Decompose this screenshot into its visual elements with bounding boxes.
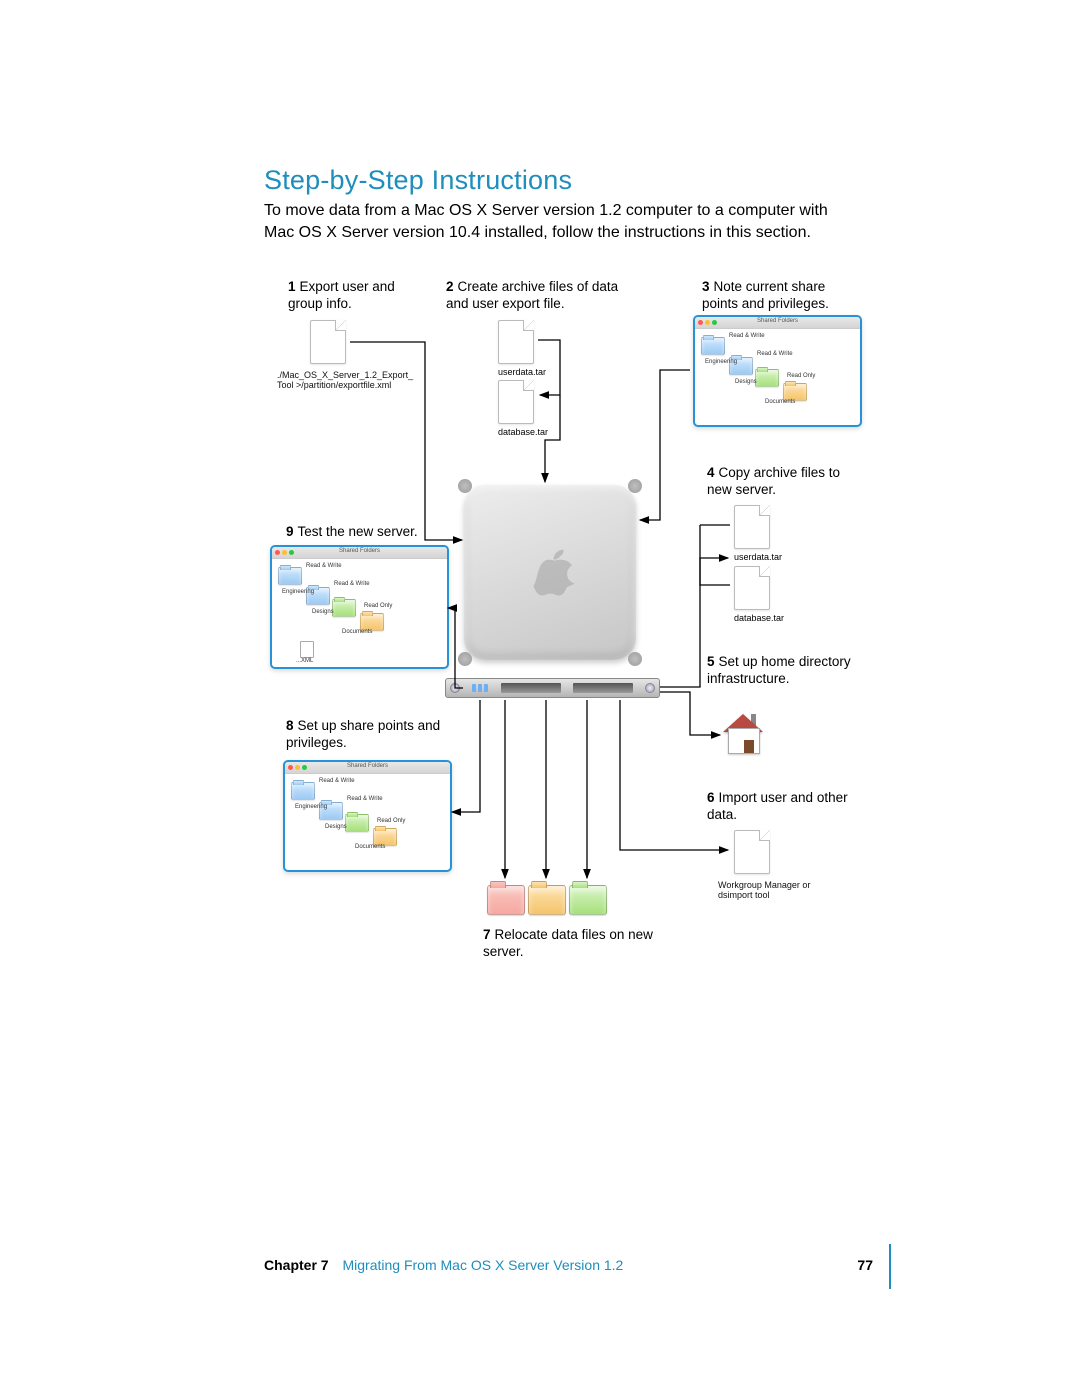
page-heading: Step-by-Step Instructions [264,165,572,196]
xserve-rack-icon [445,678,660,698]
page-footer: Chapter 7 Migrating From Mac OS X Server… [264,1257,864,1273]
step-4-file-database: database.tar [734,566,784,623]
step-1-text: Export user and group info. [288,279,395,311]
chapter-label: Chapter 7 [264,1257,329,1273]
step-1-file-icon [310,320,346,364]
file-label-database: database.tar [498,427,548,437]
house-icon [723,714,763,754]
apple-logo-icon [524,543,576,603]
file-label-userdata: userdata.tar [498,367,546,377]
page: Step-by-Step Instructions To move data f… [0,0,1080,1397]
step-4-label: 4Copy archive files to new server. [707,465,867,499]
step-4-text: Copy archive files to new server. [707,465,840,497]
step-7-text: Relocate data files on new server. [483,927,653,959]
step-9-label: 9 Test the new server. [286,524,456,541]
step-2-file-database: database.tar [498,380,548,437]
step-2-text: Create archive files of data and user ex… [446,279,618,311]
step-8-num: 8 [286,718,294,733]
step-8-label: 8Set up share points and privileges. [286,718,456,752]
page-number: 77 [857,1257,873,1273]
server-tower-icon [464,485,636,660]
step-9-window: Shared Folders Read & Write Engineering … [270,545,449,669]
window-body: Read & Write Engineering Read & Write De… [695,329,860,426]
titlebar: Shared Folders [695,317,860,329]
step-1-num: 1 [288,279,296,294]
step-6-file [734,830,770,874]
step-4-file-userdata: userdata.tar [734,505,782,562]
step-1-label: 1Export user and group info. [288,279,428,313]
step-6-num: 6 [707,790,715,805]
step-6-file-label: Workgroup Manager or dsimport tool [718,880,828,901]
step-3-text: Note current share points and privileges… [702,279,829,311]
titlebar: Shared Folders [285,762,450,774]
step-4-num: 4 [707,465,715,480]
chapter-title: Migrating From Mac OS X Server Version 1… [342,1257,623,1273]
step-5-num: 5 [707,654,715,669]
step-6-text: Import user and other data. [707,790,848,822]
step-2-num: 2 [446,279,454,294]
step-1-file-label: ./Mac_OS_X_Server_1.2_Export_ Tool >/par… [277,370,422,391]
step-3-label: 3Note current share points and privilege… [702,279,862,313]
step-3-num: 3 [702,279,710,294]
step-5-label: 5Set up home directory infrastructure. [707,654,857,688]
step-2-label: 2Create archive files of data and user e… [446,279,636,313]
step-9-num: 9 [286,524,294,539]
step-6-label: 6Import user and other data. [707,790,857,824]
step-8-window: Shared Folders Read & Write Engineering … [283,760,452,872]
titlebar: Shared Folders [272,547,447,559]
step-9-text: Test the new server. [298,524,418,539]
window-title: Shared Folders [695,318,860,324]
folder-pink-icon [487,885,525,915]
step-7-label: 7Relocate data files on new server. [483,927,653,961]
folder-green-icon [569,885,607,915]
footer-accent-bar [889,1244,891,1289]
step-7-num: 7 [483,927,491,942]
step-3-window: Shared Folders Read & Write Engineering … [693,315,862,427]
window-body: Read & Write Engineering Read & Write De… [272,559,447,668]
intro-paragraph: To move data from a Mac OS X Server vers… [264,200,844,243]
step-2-file-userdata: userdata.tar [498,320,546,377]
step-5-text: Set up home directory infrastructure. [707,654,851,686]
folder-orange-icon [528,885,566,915]
step-8-text: Set up share points and privileges. [286,718,440,750]
window-body: Read & Write Engineering Read & Write De… [285,774,450,871]
